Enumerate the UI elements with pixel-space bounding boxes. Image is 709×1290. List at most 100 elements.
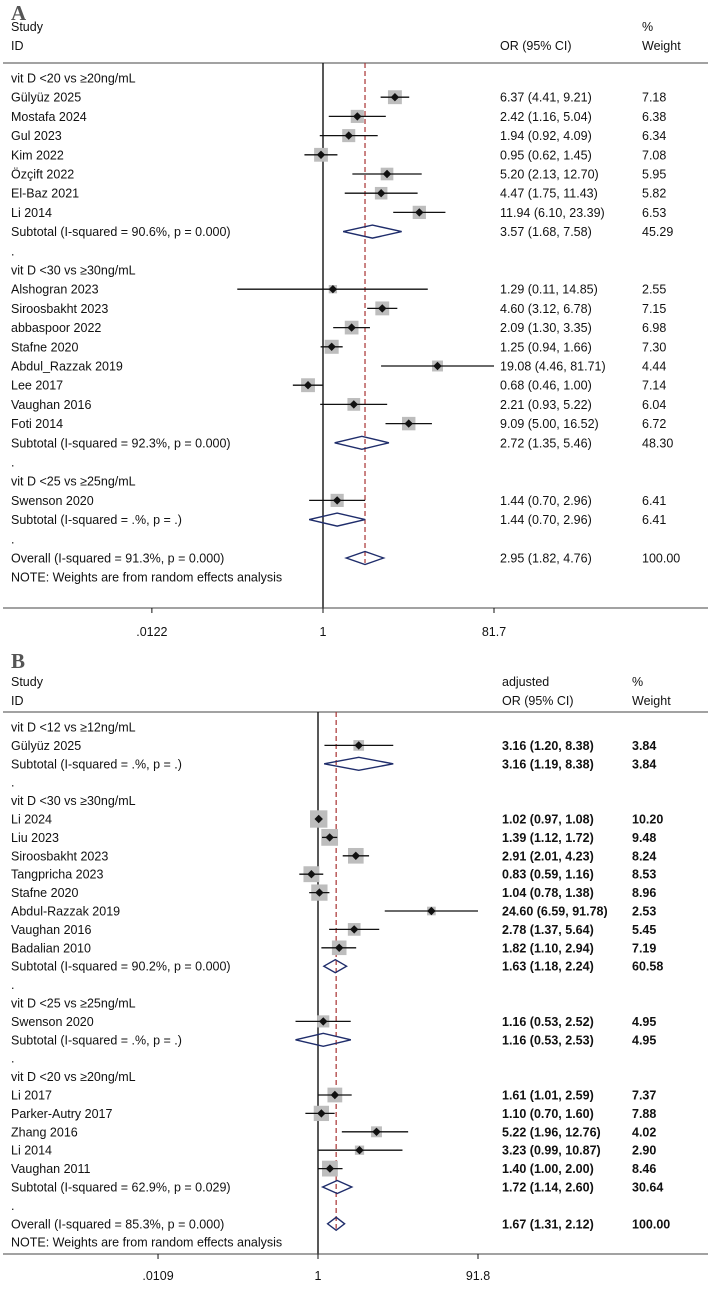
group-label: vit D <25 vs ≥25ng/mL bbox=[11, 475, 136, 489]
study-weight: 7.08 bbox=[642, 148, 666, 162]
subtotal-or-ci: 1.16 (0.53, 2.53) bbox=[502, 1033, 594, 1047]
study-weight: 2.53 bbox=[632, 905, 656, 919]
study-name: Gülyüz 2025 bbox=[11, 91, 81, 105]
x-tick-label: .0109 bbox=[142, 1269, 173, 1283]
panel-letter: A bbox=[11, 1, 27, 25]
subtotal-or-ci: 1.63 (1.18, 2.24) bbox=[502, 960, 594, 974]
study-weight: 10.20 bbox=[632, 813, 663, 827]
study-name: Vaughan 2011 bbox=[11, 1162, 91, 1176]
subtotal-or-ci: 3.57 (1.68, 7.58) bbox=[500, 225, 592, 239]
study-name: Swenson 2020 bbox=[11, 1015, 94, 1029]
subtotal-weight: 60.58 bbox=[632, 960, 663, 974]
subtotal-weight: 30.64 bbox=[632, 1181, 663, 1195]
study-weight: 7.88 bbox=[632, 1107, 656, 1121]
group-spacer-dot: . bbox=[11, 776, 14, 790]
point-estimate-marker bbox=[327, 342, 336, 351]
study-weight: 8.46 bbox=[632, 1162, 656, 1176]
study-or-ci: 1.29 (0.11, 14.85) bbox=[500, 283, 598, 297]
subtotal-diamond bbox=[322, 958, 348, 974]
study-or-ci: 5.20 (2.13, 12.70) bbox=[500, 168, 599, 182]
study-weight: 5.45 bbox=[632, 923, 656, 937]
study-or-ci: 2.78 (1.37, 5.64) bbox=[502, 923, 594, 937]
study-weight: 4.02 bbox=[632, 1125, 656, 1139]
study-or-ci: 9.09 (5.00, 16.52) bbox=[500, 417, 599, 431]
point-estimate-marker bbox=[433, 361, 442, 371]
subtotal-weight: 4.95 bbox=[632, 1033, 656, 1047]
overall-label: Overall (I-squared = 91.3%, p = 0.000) bbox=[11, 552, 224, 566]
weights-note: NOTE: Weights are from random effects an… bbox=[11, 571, 282, 585]
subtotal-label: Subtotal (I-squared = .%, p = .) bbox=[11, 757, 182, 771]
group-spacer-dot: . bbox=[11, 1199, 14, 1213]
study-weight: 8.24 bbox=[632, 849, 656, 863]
study-name: Stafne 2020 bbox=[11, 340, 78, 354]
group-label: vit D <25 vs ≥25ng/mL bbox=[11, 997, 136, 1011]
subtotal-label: Subtotal (I-squared = .%, p = .) bbox=[11, 513, 182, 527]
point-estimate-marker bbox=[303, 381, 313, 390]
study-weight: 9.48 bbox=[632, 831, 656, 845]
subtotal-weight: 6.41 bbox=[642, 513, 666, 527]
header-weight-line2: Weight bbox=[642, 39, 681, 53]
study-or-ci: 0.83 (0.59, 1.16) bbox=[502, 868, 594, 882]
subtotal-diamond bbox=[334, 435, 390, 451]
point-estimate-marker bbox=[349, 925, 359, 934]
study-weight: 5.82 bbox=[642, 187, 666, 201]
point-estimate-marker bbox=[334, 943, 344, 952]
panel-letter: B bbox=[11, 649, 25, 673]
group-label: vit D <20 vs ≥20ng/mL bbox=[11, 1070, 136, 1084]
subtotal-label: Subtotal (I-squared = 92.3%, p = 0.000) bbox=[11, 436, 231, 450]
point-estimate-marker bbox=[347, 323, 356, 332]
subtotal-weight: 48.30 bbox=[642, 436, 673, 450]
point-estimate-marker bbox=[325, 1164, 335, 1173]
study-name: Abdul_Razzak 2019 bbox=[11, 360, 123, 374]
subtotal-or-ci: 2.72 (1.35, 5.46) bbox=[500, 436, 592, 450]
study-name: Li 2014 bbox=[11, 206, 52, 220]
study-name: Siroosbakht 2023 bbox=[11, 302, 108, 316]
study-weight: 3.84 bbox=[632, 739, 656, 753]
study-name: Liu 2023 bbox=[11, 831, 59, 845]
header-study: Study bbox=[11, 20, 44, 34]
study-name: Vaughan 2016 bbox=[11, 398, 91, 412]
subtotal-or-ci: 3.16 (1.19, 8.38) bbox=[502, 757, 594, 771]
study-weight: 7.18 bbox=[642, 91, 666, 105]
study-name: Özçift 2022 bbox=[11, 168, 74, 182]
study-weight: 6.34 bbox=[642, 129, 666, 143]
subtotal-diamond bbox=[342, 224, 402, 239]
study-weight: 4.95 bbox=[632, 1015, 656, 1029]
study-weight: 2.90 bbox=[632, 1144, 656, 1158]
study-or-ci: 1.04 (0.78, 1.38) bbox=[502, 886, 594, 900]
study-name: Foti 2014 bbox=[11, 417, 63, 431]
study-or-ci: 1.82 (1.10, 2.94) bbox=[502, 941, 594, 955]
point-estimate-marker bbox=[376, 189, 386, 198]
study-name: Abdul-Razzak 2019 bbox=[11, 905, 120, 919]
study-weight: 8.96 bbox=[632, 886, 656, 900]
group-spacer-dot: . bbox=[11, 532, 14, 546]
x-tick-label: 91.8 bbox=[466, 1269, 490, 1283]
header-effect-line1: adjusted bbox=[502, 675, 549, 689]
group-spacer-dot: . bbox=[11, 456, 14, 470]
subtotal-label: Subtotal (I-squared = 62.9%, p = 0.029) bbox=[11, 1181, 231, 1195]
study-name: Swenson 2020 bbox=[11, 494, 94, 508]
study-weight: 8.53 bbox=[632, 868, 656, 882]
point-estimate-marker bbox=[325, 833, 334, 842]
study-or-ci: 1.94 (0.92, 4.09) bbox=[500, 129, 592, 143]
point-estimate-marker bbox=[372, 1127, 381, 1136]
header-weight-line1: % bbox=[632, 675, 643, 689]
study-or-ci: 0.68 (0.46, 1.00) bbox=[500, 379, 592, 393]
point-estimate-marker bbox=[351, 851, 361, 860]
study-or-ci: 2.42 (1.16, 5.04) bbox=[500, 110, 592, 124]
point-estimate-marker bbox=[314, 814, 323, 824]
study-name: Stafne 2020 bbox=[11, 886, 78, 900]
study-or-ci: 6.37 (4.41, 9.21) bbox=[500, 91, 592, 105]
subtotal-weight: 3.84 bbox=[632, 757, 656, 771]
study-weight: 7.37 bbox=[632, 1089, 656, 1103]
header-effect-line2: OR (95% CI) bbox=[502, 694, 574, 708]
study-name: Alshogran 2023 bbox=[11, 283, 99, 297]
point-estimate-marker bbox=[390, 93, 400, 102]
study-or-ci: 2.09 (1.30, 3.35) bbox=[500, 321, 592, 335]
study-or-ci: 3.23 (0.99, 10.87) bbox=[502, 1144, 601, 1158]
header-effect-line2: OR (95% CI) bbox=[500, 39, 572, 53]
study-or-ci: 1.16 (0.53, 2.52) bbox=[502, 1015, 594, 1029]
point-estimate-marker bbox=[330, 1090, 340, 1100]
